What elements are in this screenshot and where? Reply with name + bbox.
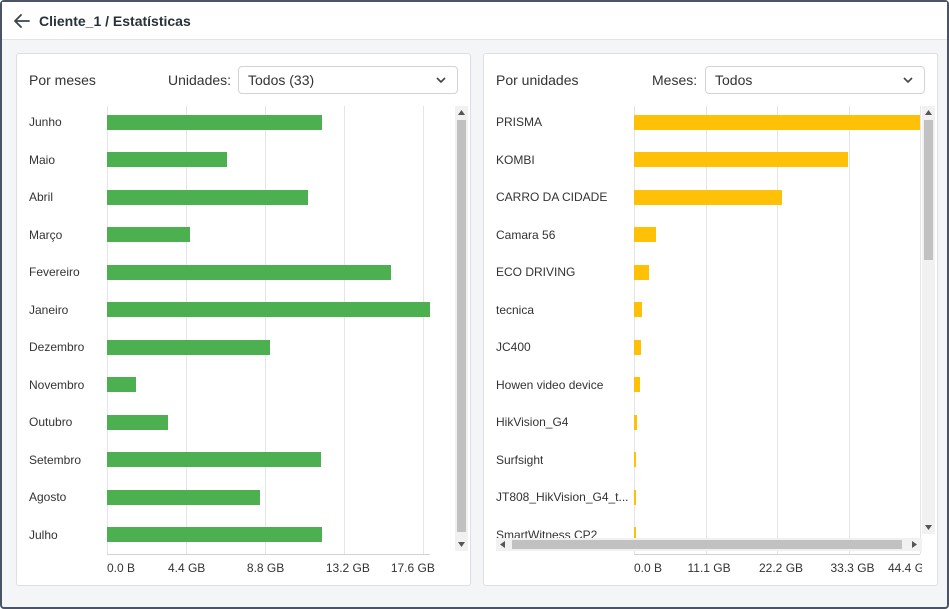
category-label: Novembro bbox=[29, 377, 85, 392]
category-label: Agosto bbox=[29, 490, 67, 504]
scroll-up-arrow-icon[interactable] bbox=[455, 106, 468, 119]
category-label: Outubro bbox=[29, 415, 73, 429]
monthly-bar-chart: Junho Maio Abril Março Fevereiro Janeiro Dezem… bbox=[17, 106, 455, 586]
units-select[interactable]: Todos (33) bbox=[238, 66, 458, 94]
panel-title: Por unidades bbox=[496, 72, 579, 88]
x-tick-label: 13.2 GB bbox=[325, 561, 370, 575]
x-tick-label: 8.8 GB bbox=[246, 561, 285, 575]
x-tick-label: 0.0 B bbox=[107, 561, 136, 575]
category-label: Fevereiro bbox=[29, 265, 80, 279]
grid-line bbox=[186, 106, 187, 554]
x-tick-label: 17.6 GB bbox=[390, 561, 435, 575]
data-bar[interactable] bbox=[107, 264, 391, 280]
category-label: Junho bbox=[29, 115, 62, 129]
data-bar[interactable] bbox=[107, 527, 323, 542]
category-label: Camara 56 bbox=[496, 227, 556, 242]
scroll-right-arrow-icon[interactable] bbox=[908, 538, 921, 551]
grid-line bbox=[423, 106, 424, 554]
data-bar[interactable] bbox=[107, 339, 271, 355]
chevron-down-icon bbox=[903, 77, 913, 84]
data-bar[interactable] bbox=[107, 414, 168, 430]
category-label: Maio bbox=[29, 152, 56, 167]
grid-line bbox=[920, 106, 921, 554]
category-label: CARRO DA CIDADE bbox=[496, 190, 608, 204]
data-bar[interactable] bbox=[634, 189, 782, 205]
category-label: ECO DRIVING bbox=[496, 265, 576, 279]
units-filter-label: Unidades: bbox=[168, 72, 232, 88]
data-bar[interactable] bbox=[107, 302, 430, 317]
scrollbar-thumb[interactable] bbox=[457, 120, 466, 532]
grid-line bbox=[634, 106, 635, 554]
units-stats-panel: Por unidades Meses: Todos PRISMA KOMBI CAR… bbox=[483, 53, 938, 586]
data-bar[interactable] bbox=[634, 227, 656, 242]
data-bar[interactable] bbox=[107, 489, 260, 505]
data-bar[interactable] bbox=[107, 452, 321, 467]
grid-line bbox=[265, 106, 266, 554]
scroll-left-arrow-icon[interactable] bbox=[496, 538, 509, 551]
data-bar[interactable] bbox=[634, 339, 642, 355]
data-bar[interactable] bbox=[634, 527, 636, 542]
data-bar[interactable] bbox=[107, 189, 308, 205]
scroll-down-arrow-icon[interactable] bbox=[922, 521, 935, 534]
months-select[interactable]: Todos bbox=[705, 66, 925, 94]
scroll-down-arrow-icon[interactable] bbox=[455, 538, 468, 551]
scroll-up-arrow-icon[interactable] bbox=[922, 106, 935, 119]
months-filter-label: Meses: bbox=[652, 72, 698, 88]
monthly-stats-panel: Por meses Unidades: Todos (33) Junho Maio… bbox=[16, 53, 471, 586]
category-label: Setembro bbox=[29, 452, 82, 467]
x-tick-label: 4.4 GB bbox=[167, 561, 206, 575]
data-bar[interactable] bbox=[634, 377, 641, 392]
category-label: Howen video device bbox=[496, 377, 604, 392]
chevron-down-icon bbox=[436, 77, 446, 84]
data-bar[interactable] bbox=[634, 114, 920, 130]
scrollbar-thumb[interactable] bbox=[512, 540, 902, 549]
horizontal-scrollbar[interactable] bbox=[496, 538, 922, 551]
back-arrow-icon[interactable] bbox=[11, 10, 33, 32]
months-select-value: Todos bbox=[715, 72, 753, 88]
grid-line bbox=[777, 106, 778, 554]
x-tick-label: 22.2 GB bbox=[759, 561, 804, 575]
units-bar-chart: PRISMA KOMBI CARRO DA CIDADE Camara 56 ECO D… bbox=[484, 106, 922, 586]
data-bar[interactable] bbox=[107, 377, 136, 392]
category-label: PRISMA bbox=[496, 115, 543, 129]
panel-title: Por meses bbox=[29, 72, 96, 88]
grid-line bbox=[706, 106, 707, 554]
grid-line bbox=[849, 106, 850, 554]
category-label: JT808_HikVision_G4_t... bbox=[496, 490, 629, 504]
x-tick-label: 11.1 GB bbox=[687, 561, 731, 575]
x-axis-line bbox=[634, 554, 920, 555]
category-label: KOMBI bbox=[496, 152, 535, 167]
page-header: Cliente_1 / Estatísticas bbox=[2, 2, 947, 40]
category-label: JC400 bbox=[496, 340, 531, 354]
data-bar[interactable] bbox=[634, 452, 636, 467]
data-bar[interactable] bbox=[634, 152, 848, 167]
page-title: Cliente_1 / Estatísticas bbox=[39, 12, 191, 29]
grid-line bbox=[344, 106, 345, 554]
x-tick-label: 0.0 B bbox=[634, 561, 663, 575]
units-select-value: Todos (33) bbox=[248, 72, 315, 88]
vertical-scrollbar[interactable] bbox=[455, 106, 468, 551]
category-label: Surfsight bbox=[496, 452, 544, 467]
data-bar[interactable] bbox=[107, 227, 190, 242]
x-tick-label: 33.3 GB bbox=[830, 561, 875, 575]
data-bar[interactable] bbox=[634, 414, 637, 430]
grid-line bbox=[107, 106, 108, 554]
category-label: Julho bbox=[29, 527, 58, 542]
data-bar[interactable] bbox=[634, 489, 636, 505]
category-label: Março bbox=[29, 227, 63, 242]
data-bar[interactable] bbox=[107, 152, 228, 167]
data-bar[interactable] bbox=[634, 264, 650, 280]
category-label: Dezembro bbox=[29, 340, 85, 354]
x-tick-label: 44.4 GB bbox=[888, 561, 922, 575]
x-axis-line bbox=[107, 554, 430, 555]
data-bar[interactable] bbox=[107, 114, 323, 130]
category-label: tecnica bbox=[496, 302, 535, 317]
category-label: Abril bbox=[29, 190, 54, 204]
scrollbar-thumb[interactable] bbox=[924, 120, 933, 260]
category-label: HikVision_G4 bbox=[496, 415, 569, 429]
vertical-scrollbar[interactable] bbox=[922, 106, 935, 534]
data-bar[interactable] bbox=[634, 302, 642, 317]
category-label: Janeiro bbox=[29, 302, 69, 317]
